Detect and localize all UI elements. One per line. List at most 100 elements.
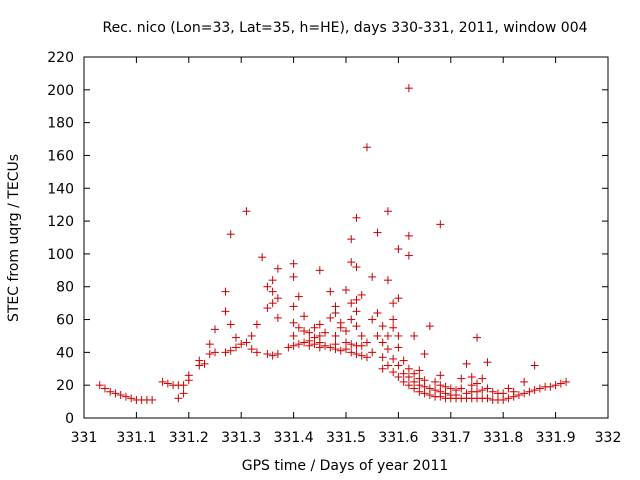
plot-frame [83,56,609,419]
data-point [399,356,408,365]
data-point [226,320,235,329]
data-point [509,387,518,396]
y-tick-label: 20 [56,378,74,394]
data-point [237,340,246,349]
data-point [336,346,345,355]
data-point [231,333,240,342]
data-point [436,220,445,229]
data-point [284,343,293,352]
data-point [362,353,371,362]
data-point [378,364,387,373]
data-point [289,259,298,268]
data-point [352,213,361,222]
y-tick-label: 40 [56,345,74,361]
data-point [373,228,382,237]
data-point [378,322,387,331]
data-point [148,395,157,404]
data-point [247,345,256,354]
data-point [231,343,240,352]
data-point [483,384,492,393]
data-point [315,266,324,275]
data-point [462,389,471,398]
data-point [111,389,120,398]
data-point [321,328,330,337]
data-point [221,348,230,357]
data-point [315,331,324,340]
data-point [431,386,440,395]
data-point [483,358,492,367]
data-point [331,331,340,340]
y-axis: 0 20 40 60 80 100 120 140 160 180 200 220 [47,50,608,427]
data-point [357,290,366,299]
data-point [342,286,350,295]
data-point [263,282,272,291]
data-point [520,389,529,398]
data-point [420,350,429,359]
data-point [205,350,214,359]
y-tick-label: 100 [47,247,74,263]
data-point [383,331,392,340]
data-point [242,207,251,216]
x-tick-label: 331 [71,430,98,446]
data-point [457,374,466,383]
data-point [221,287,230,296]
data-point [378,353,387,362]
data-point [404,381,413,390]
data-point [315,320,324,329]
x-tick-label: 332 [595,430,622,446]
data-point [116,391,125,400]
data-point [483,394,492,403]
y-tick-label: 140 [47,181,74,197]
data-point [326,313,335,322]
data-point [179,381,188,390]
data-point [221,307,230,316]
x-tick-label: 331.9 [536,430,576,446]
data-point [352,350,361,359]
data-points [95,84,571,404]
data-point [321,341,330,350]
data-point [404,251,413,260]
data-point [357,331,366,340]
data-point [473,379,481,388]
data-point [514,391,523,400]
data-point [273,313,282,322]
data-point [268,351,277,360]
y-tick-label: 0 [65,411,74,427]
data-point [252,348,261,357]
x-tick-label: 331.2 [169,430,209,446]
data-point [504,394,513,403]
data-point [420,376,429,385]
data-point [273,350,282,359]
data-point [347,348,356,357]
data-point [310,323,319,332]
x-tick-label: 331.6 [378,430,418,446]
data-point [394,331,403,340]
data-point [452,386,461,395]
data-point [289,318,298,327]
data-point [127,394,136,403]
data-point [404,372,413,381]
data-point [535,384,544,393]
data-point [446,384,455,393]
data-point [389,299,398,308]
data-point [174,394,183,403]
data-point [336,318,345,327]
data-point [441,382,450,391]
x-tick-label: 331.1 [116,430,156,446]
data-point [368,272,377,281]
data-point [289,302,298,311]
data-point [551,381,560,390]
y-tick-label: 160 [47,148,74,164]
data-point [305,336,314,345]
data-point [436,381,445,390]
data-point [347,340,356,349]
data-point [347,258,356,267]
data-point [410,377,419,386]
data-point [399,377,408,386]
data-point [252,320,261,329]
data-point [415,366,424,375]
data-point [357,351,366,360]
data-point [383,361,392,370]
x-tick-label: 331.4 [274,430,314,446]
data-point [200,359,209,368]
